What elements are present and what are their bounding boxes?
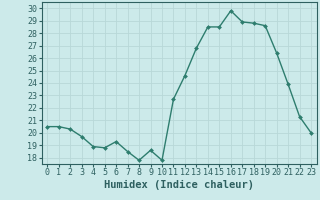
X-axis label: Humidex (Indice chaleur): Humidex (Indice chaleur) — [104, 180, 254, 190]
